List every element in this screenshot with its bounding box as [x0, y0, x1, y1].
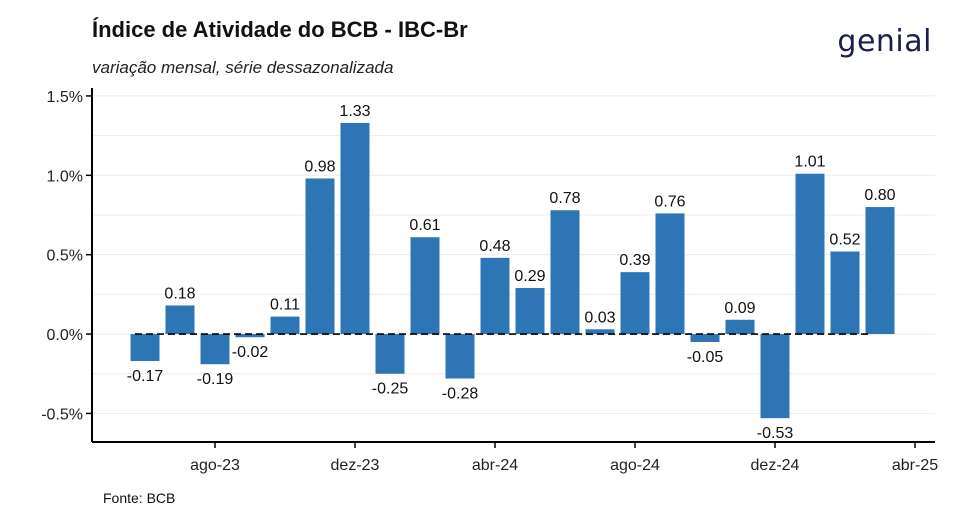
- bar-jan-24: [375, 334, 405, 374]
- bar-jan-25: [795, 173, 825, 335]
- data-label: 0.29: [514, 268, 545, 285]
- data-label: 0.61: [409, 217, 440, 234]
- data-label: -0.19: [197, 371, 234, 388]
- bar-out-24: [690, 334, 720, 342]
- data-labels: -0.17 0.18 -0.19 -0.02 0.11 0.98 1.33 -0.25 0.61…: [127, 103, 896, 442]
- bar-fev-25: [830, 251, 860, 335]
- data-label: 1.01: [794, 154, 825, 171]
- bar-ago-23: [200, 334, 230, 365]
- data-label: -0.17: [127, 368, 164, 385]
- bar-jul-23: [165, 305, 195, 335]
- data-label: -0.53: [757, 425, 794, 442]
- bar-dez-23: [340, 122, 370, 335]
- x-tick-label: dez-24: [751, 457, 800, 474]
- bar-jun-24: [550, 210, 580, 335]
- data-label: 0.76: [654, 193, 685, 210]
- bar-set-23: [235, 334, 265, 338]
- data-label: 0.18: [164, 285, 195, 302]
- data-label: 0.09: [724, 300, 755, 317]
- bar-jun-23: [130, 334, 160, 362]
- bar-abr-24: [480, 257, 510, 335]
- bar-nov-24: [725, 319, 755, 335]
- x-tick-label: ago-24: [610, 457, 660, 474]
- data-label: -0.02: [232, 344, 269, 361]
- y-tick-label: 0.5%: [47, 248, 83, 265]
- bar-set-24: [655, 213, 685, 335]
- x-tick-label: abr-25: [892, 457, 938, 474]
- data-label: 0.03: [584, 309, 615, 326]
- x-tick-label: ago-23: [190, 457, 240, 474]
- data-label: -0.25: [372, 381, 409, 398]
- y-tick-label: 0.0%: [47, 327, 83, 344]
- data-label: 0.80: [864, 187, 895, 204]
- y-tick-label: -0.5%: [41, 406, 83, 423]
- bar-mar-24: [445, 334, 475, 379]
- data-label: 0.11: [270, 297, 300, 314]
- data-label: 1.33: [339, 103, 370, 120]
- axes: -0.5% 0.0% 0.5% 1.0% 1.5% ago-23 dez-23 abr-24 a…: [41, 88, 938, 474]
- y-tick-label: 1.5%: [47, 89, 83, 106]
- data-label: 0.39: [619, 252, 650, 269]
- data-label: 0.98: [304, 158, 335, 175]
- bar-ago-24: [620, 272, 650, 335]
- x-tick-label: abr-24: [472, 457, 518, 474]
- data-label: -0.05: [687, 349, 724, 366]
- source-note: Fonte: BCB: [103, 490, 176, 506]
- bar-mai-24: [515, 288, 545, 335]
- bar-mar-25: [865, 207, 895, 335]
- chart-subtitle: variação mensal, série dessazonalizada: [92, 58, 394, 77]
- bar-jul-24: [585, 329, 615, 335]
- bar-fev-24: [410, 237, 440, 335]
- y-tick-label: 1.0%: [47, 168, 83, 185]
- bar-dez-24: [760, 334, 790, 419]
- data-label: 0.52: [829, 232, 860, 249]
- genial-logo: genial: [837, 24, 932, 59]
- data-label: -0.28: [442, 386, 479, 403]
- data-label: 0.78: [549, 190, 580, 207]
- bar-out-23: [270, 316, 300, 335]
- x-tick-label: dez-23: [331, 457, 380, 474]
- chart-title: Índice de Atividade do BCB - IBC-Br: [92, 17, 468, 42]
- bars: [130, 122, 895, 419]
- data-label: 0.48: [479, 238, 510, 255]
- bar-nov-23: [305, 178, 335, 335]
